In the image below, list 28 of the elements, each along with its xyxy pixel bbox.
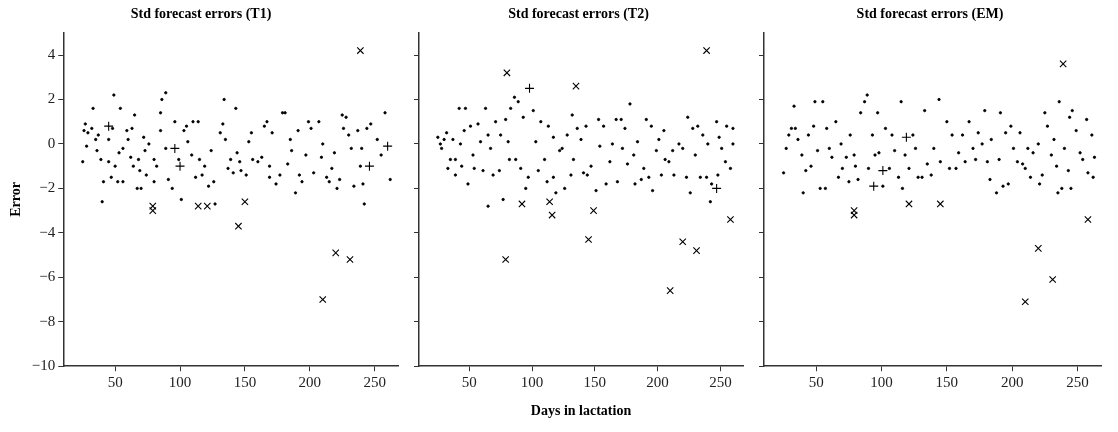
y-tick-label: −6 <box>39 268 56 285</box>
x-tick-label: 200 <box>646 374 669 391</box>
x-tick-label: 100 <box>520 374 544 391</box>
x-tick-label: 150 <box>583 374 607 391</box>
x-tick-label: 150 <box>233 374 257 391</box>
x-tick-label: 200 <box>1000 374 1024 391</box>
y-tick-label: −10 <box>31 357 56 374</box>
x-tick-label: 150 <box>935 374 959 391</box>
y-tick-label: −2 <box>39 179 56 196</box>
x-tick-label: 250 <box>1066 374 1089 391</box>
y-tick-label: −8 <box>39 312 56 329</box>
x-tick-label: 50 <box>107 374 123 391</box>
y-tick-label: 4 <box>47 45 56 62</box>
chart-title: Std forecast errors (T1) <box>130 6 272 23</box>
chart-title: Std forecast errors (T2) <box>508 6 650 23</box>
x-tick-label: 50 <box>461 374 477 391</box>
chart-title: Std forecast errors (EM) <box>856 6 1004 23</box>
x-axis-title: Days in lactation <box>530 403 632 419</box>
y-tick-label: 2 <box>47 90 56 107</box>
x-tick-label: 250 <box>363 374 386 391</box>
x-tick-label: 250 <box>709 374 732 391</box>
y-axis-title: Error <box>8 182 24 217</box>
y-tick-label: −4 <box>39 223 56 240</box>
x-tick-label: 50 <box>808 374 824 391</box>
x-tick-label: 100 <box>168 374 192 391</box>
x-tick-label: 200 <box>298 374 322 391</box>
x-tick-label: 100 <box>870 374 893 391</box>
y-tick-label: 0 <box>47 134 56 151</box>
